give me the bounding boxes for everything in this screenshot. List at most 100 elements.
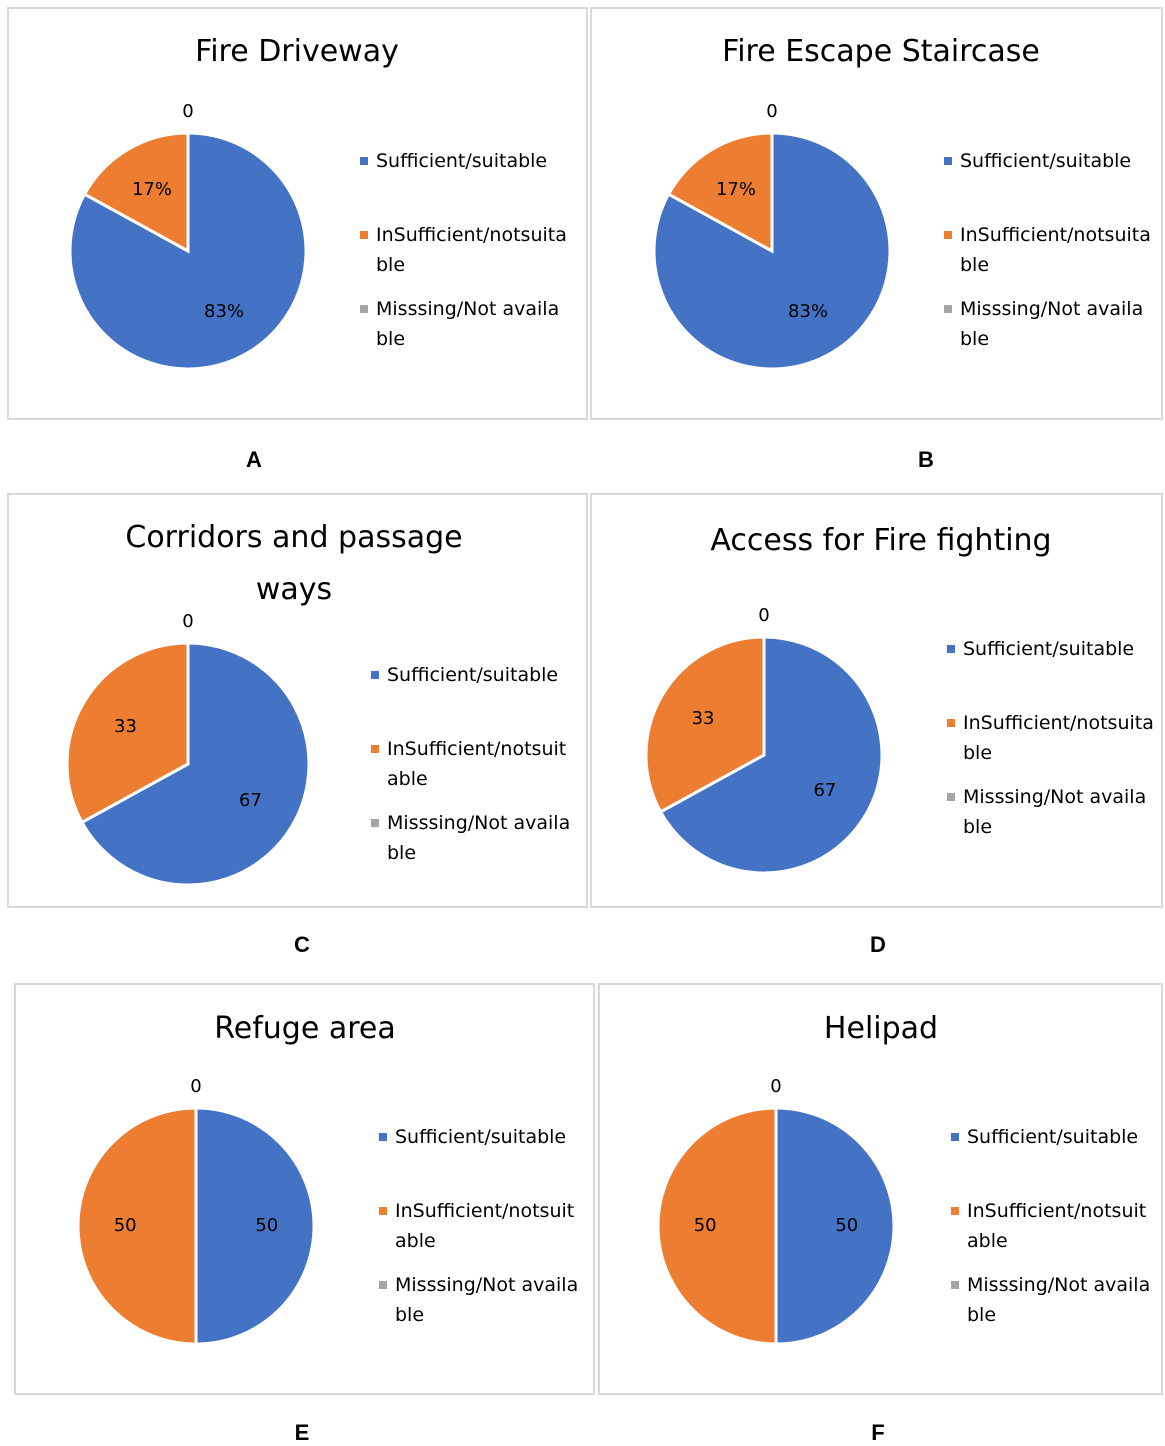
legend-item: Misssing/Not available xyxy=(951,1270,1151,1330)
legend-swatch xyxy=(951,1133,959,1141)
panel-label: F xyxy=(871,1420,885,1445)
legend-swatch xyxy=(360,157,368,165)
data-label: 50 xyxy=(835,1215,858,1236)
chart-title: Corridors and passage ways xyxy=(125,520,463,607)
pie-slice xyxy=(82,131,190,254)
legend-swatch xyxy=(371,671,379,679)
legend-swatch xyxy=(944,157,952,165)
legend-label: Sufficient/suitable xyxy=(967,1126,1139,1148)
legend-swatch xyxy=(947,719,955,727)
data-label: 50 xyxy=(114,1215,137,1236)
legend-item: Sufficient/suitable xyxy=(379,1122,579,1152)
chart-title: Access for Fire fighting xyxy=(710,523,1052,558)
legend-label: Sufficient/suitable xyxy=(395,1126,567,1148)
legend-label: InSufficient/notsuitable xyxy=(960,224,1151,276)
legend-item: Sufficient/suitable xyxy=(371,660,571,690)
pie-slice xyxy=(76,1106,198,1346)
legend-item: Sufficient/suitable xyxy=(947,634,1155,664)
legend-label: InSufficient/notsuitable xyxy=(963,712,1154,764)
data-label: 83% xyxy=(788,301,828,322)
legend-swatch xyxy=(379,1281,387,1289)
data-label: 0 xyxy=(182,611,193,632)
panel-label: D xyxy=(870,932,886,957)
data-label: 0 xyxy=(766,101,777,122)
legend-item: Misssing/Not available xyxy=(944,294,1152,354)
pie-slice xyxy=(666,131,774,254)
panel-label: B xyxy=(918,447,934,472)
pie-slice xyxy=(79,641,311,887)
pie-slice xyxy=(65,641,190,825)
pie-slice xyxy=(774,1106,896,1346)
chart-frame xyxy=(7,493,588,908)
chart-title: Refuge area xyxy=(214,1011,396,1046)
panel-label: E xyxy=(294,1420,310,1445)
legend-item: InSufficient/notsuitable xyxy=(947,708,1155,768)
chart-frame xyxy=(590,493,1163,908)
chart-frame xyxy=(7,7,588,420)
data-label: 0 xyxy=(190,1076,201,1097)
chart-frame xyxy=(14,983,595,1395)
legend-label: Misssing/Not available xyxy=(376,298,560,350)
legend-swatch xyxy=(944,305,952,313)
data-label: 17% xyxy=(132,179,172,200)
legend-label: Misssing/Not available xyxy=(960,298,1144,350)
panel-label: A xyxy=(246,447,262,472)
panel-label: C xyxy=(294,932,310,957)
data-label: 0 xyxy=(770,1076,781,1097)
pie-slice xyxy=(644,635,766,814)
legend-label: InSufficient/notsuitable xyxy=(395,1200,575,1252)
data-label: 50 xyxy=(694,1215,717,1236)
legend-label: Sufficient/suitable xyxy=(963,638,1135,660)
data-label: 83% xyxy=(204,301,244,322)
legend-item: InSufficient/notsuitable xyxy=(360,220,568,280)
legend-item: Sufficient/suitable xyxy=(360,146,568,176)
pie-slice xyxy=(656,1106,778,1346)
data-label: 17% xyxy=(716,179,756,200)
legend-label: InSufficient/notsuitable xyxy=(967,1200,1147,1252)
legend-item: Sufficient/suitable xyxy=(951,1122,1151,1152)
legend-swatch xyxy=(371,745,379,753)
data-label: 33 xyxy=(692,708,715,729)
legend-item: Sufficient/suitable xyxy=(944,146,1152,176)
legend-swatch xyxy=(379,1207,387,1215)
legend-label: Misssing/Not available xyxy=(963,786,1147,838)
legend-swatch xyxy=(371,819,379,827)
chart-frame xyxy=(598,983,1163,1395)
data-label: 67 xyxy=(813,780,836,801)
legend-label: InSufficient/notsuitable xyxy=(376,224,567,276)
legend-swatch xyxy=(951,1207,959,1215)
legend-swatch xyxy=(360,305,368,313)
legend-label: Sufficient/suitable xyxy=(387,664,559,686)
chart-frame xyxy=(590,7,1163,420)
legend-swatch xyxy=(944,231,952,239)
legend-swatch xyxy=(951,1281,959,1289)
legend-label: Misssing/Not available xyxy=(395,1274,579,1326)
data-label: 0 xyxy=(182,101,193,122)
legend-item: Misssing/Not available xyxy=(379,1270,579,1330)
legend-item: InSufficient/notsuitable xyxy=(379,1196,579,1256)
data-label: 67 xyxy=(239,790,262,811)
legend-item: InSufficient/notsuitable xyxy=(371,734,571,794)
legend-item: InSufficient/notsuitable xyxy=(951,1196,1151,1256)
chart-title: Helipad xyxy=(823,1011,939,1046)
legend-item: Misssing/Not available xyxy=(371,808,571,868)
data-label: 50 xyxy=(255,1215,278,1236)
pie-slice xyxy=(658,635,884,875)
legend-swatch xyxy=(947,793,955,801)
data-label: 33 xyxy=(114,716,137,737)
chart-title: Fire Driveway xyxy=(195,34,399,69)
legend-label: Misssing/Not available xyxy=(967,1274,1151,1326)
legend-swatch xyxy=(947,645,955,653)
legend-item: InSufficient/notsuitable xyxy=(944,220,1152,280)
legend-item: Misssing/Not available xyxy=(360,294,568,354)
legend-swatch xyxy=(379,1133,387,1141)
legend-label: Misssing/Not available xyxy=(387,812,571,864)
legend-swatch xyxy=(360,231,368,239)
legend-label: InSufficient/notsuitable xyxy=(387,738,567,790)
data-label: 0 xyxy=(758,605,769,626)
legend-item: Misssing/Not available xyxy=(947,782,1155,842)
chart-title: Fire Escape Staircase xyxy=(722,34,1040,69)
pie-slice xyxy=(194,1106,316,1346)
